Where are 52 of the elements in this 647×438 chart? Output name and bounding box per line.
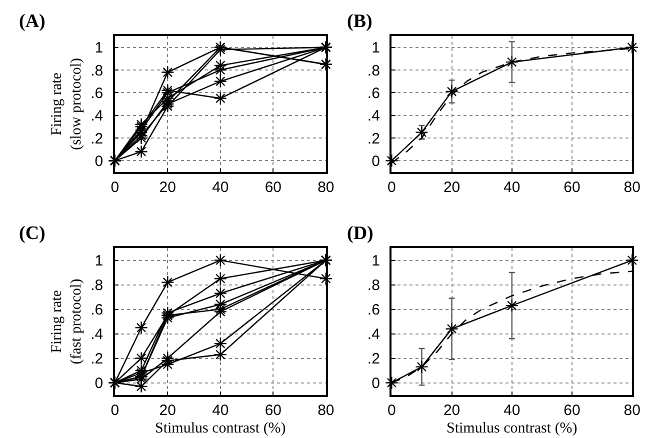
y-tick-label: .8 <box>367 277 380 294</box>
y-tick-label: .2 <box>367 130 380 148</box>
chart-title: (A) <box>19 11 46 32</box>
y-tick-label: .6 <box>367 84 380 102</box>
y-tick-label: .6 <box>90 302 104 318</box>
y-tick-label: .4 <box>90 326 104 343</box>
y-tick-label: 0 <box>372 152 380 170</box>
x-tick-label: 80 <box>318 402 334 419</box>
x-tick-label: 60 <box>264 178 282 196</box>
x-axis-title: Stimulus contrast (%) <box>446 420 578 436</box>
y-tick-label: 0 <box>372 375 380 392</box>
y-tick-label: .6 <box>367 302 380 318</box>
chart-title: (C) <box>19 223 46 244</box>
y-tick-label: .6 <box>90 84 104 102</box>
x-tick-label: 20 <box>159 178 176 196</box>
x-tick-label: 80 <box>624 178 640 196</box>
y-tick-label: .8 <box>90 277 104 294</box>
y-tick-label: .8 <box>367 62 380 80</box>
y-tick-label: 1 <box>372 252 380 270</box>
x-tick-label: 20 <box>159 402 176 419</box>
y-tick-label: .2 <box>367 350 380 368</box>
y-tick-label: 0 <box>94 152 104 170</box>
y-tick-label: .4 <box>367 326 380 343</box>
x-tick-label: 60 <box>564 402 580 419</box>
x-tick-label: 40 <box>212 402 229 419</box>
x-axis-title: Stimulus contrast (%) <box>154 420 286 436</box>
y-tick-label: 1 <box>94 252 104 270</box>
chart-title: (D) <box>347 223 374 244</box>
x-tick-label: 0 <box>388 402 396 419</box>
x-tick-label: 40 <box>212 178 229 196</box>
y-tick-label: 1 <box>372 40 380 57</box>
y-tick-label: 1 <box>94 40 104 57</box>
x-tick-label: 0 <box>388 178 396 196</box>
x-tick-label: 60 <box>264 402 282 419</box>
y-axis-title: Firing rate (slow protocol) <box>48 58 84 150</box>
y-tick-label: 0 <box>94 375 104 392</box>
x-tick-label: 0 <box>110 402 120 419</box>
x-tick-label: 80 <box>318 178 334 196</box>
y-tick-label: .4 <box>90 108 104 125</box>
y-tick-label: .8 <box>90 62 104 80</box>
x-tick-label: 40 <box>504 402 520 419</box>
x-tick-label: 60 <box>564 178 580 196</box>
x-tick-label: 40 <box>504 178 520 196</box>
x-tick-label: 0 <box>110 178 120 196</box>
chart-title: (B) <box>347 11 372 32</box>
y-tick-label: .4 <box>367 108 380 125</box>
x-tick-label: 20 <box>443 402 460 419</box>
y-tick-label: .2 <box>90 350 104 368</box>
x-tick-label: 80 <box>624 402 640 419</box>
x-tick-label: 20 <box>443 178 460 196</box>
y-axis-title: Firing rate (fast protocol) <box>48 278 84 364</box>
y-tick-label: .2 <box>90 130 104 148</box>
